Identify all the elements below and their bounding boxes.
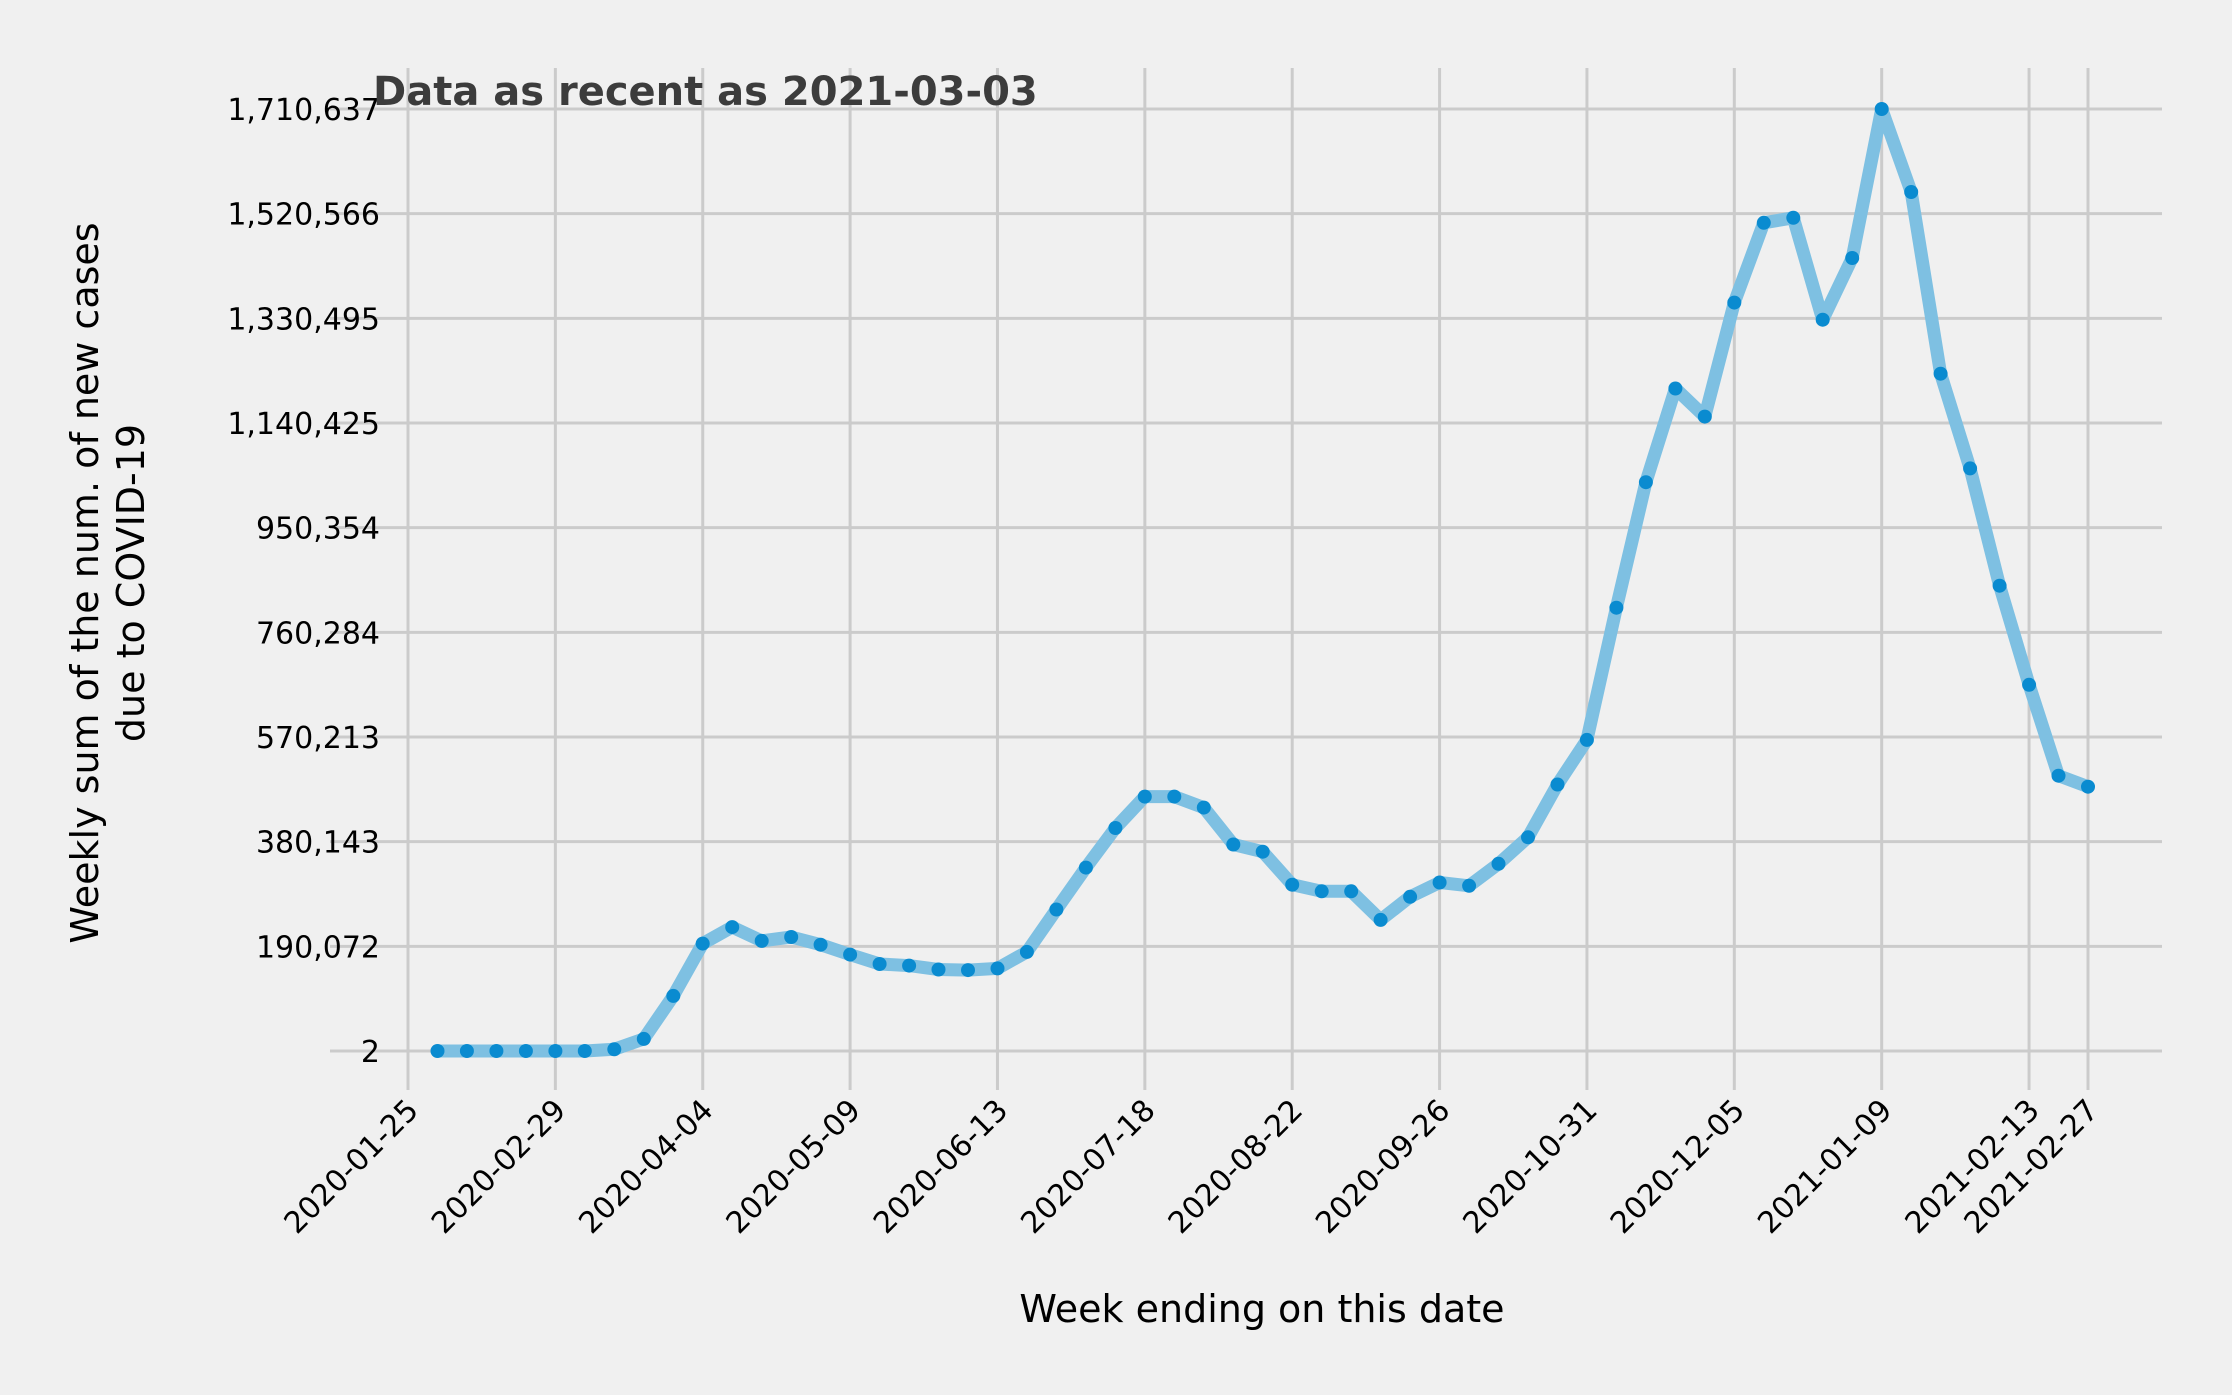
y-axis-label-line-1: Weekly sum of the num. of new cases xyxy=(63,222,107,943)
data-point xyxy=(1078,860,1093,875)
data-point xyxy=(1727,295,1742,310)
data-point xyxy=(725,920,740,935)
data-point xyxy=(607,1042,622,1057)
data-point xyxy=(1285,877,1300,892)
data-point xyxy=(784,930,799,944)
x-tick-label: 2020-07-18 xyxy=(1014,1093,1162,1241)
data-point xyxy=(1579,732,1594,747)
y-tick-labels: 2 190,072 380,143 570,213 760,284 950,354 1,14… xyxy=(227,93,380,1070)
data-point xyxy=(1373,912,1388,927)
y-axis-label: Weekly sum of the num. of new cases due … xyxy=(63,222,153,943)
series-cases xyxy=(430,102,2095,1058)
data-point xyxy=(1550,777,1565,792)
y-tick-label: 1,330,495 xyxy=(227,302,380,337)
x-tick-label: 2020-02-29 xyxy=(425,1093,573,1241)
data-point xyxy=(1167,789,1182,804)
data-point xyxy=(931,962,946,977)
x-tick-label: 2020-12-05 xyxy=(1604,1093,1752,1241)
x-tick-label: 2020-08-22 xyxy=(1162,1093,1310,1241)
data-point xyxy=(902,958,917,973)
data-point xyxy=(2022,677,2037,692)
data-point xyxy=(1255,844,1270,859)
data-point xyxy=(2081,779,2095,794)
data-point xyxy=(1049,902,1064,917)
data-point xyxy=(577,1044,592,1058)
data-point xyxy=(872,957,887,971)
data-point xyxy=(489,1044,504,1058)
y-tick-label: 2 xyxy=(361,1035,380,1070)
data-point xyxy=(1462,878,1477,893)
data-point xyxy=(754,933,769,948)
x-tick-labels: 2020-01-25 2020-02-29 2020-04-04 2020-05-09… xyxy=(278,1093,2106,1241)
data-point xyxy=(548,1044,563,1058)
y-tick-label: 950,354 xyxy=(256,512,380,547)
chart-annotation: Data as recent as 2021-03-03 xyxy=(373,69,1038,115)
y-tick-label: 190,072 xyxy=(256,930,380,965)
x-axis-label: Week ending on this date xyxy=(1019,1287,1504,1331)
data-point xyxy=(1845,251,1860,265)
data-point xyxy=(430,1044,445,1058)
data-point xyxy=(1432,875,1447,890)
x-tick-label: 2020-01-25 xyxy=(278,1093,426,1241)
data-point xyxy=(1521,830,1535,845)
x-tick-label: 2020-09-26 xyxy=(1309,1093,1457,1241)
data-point xyxy=(1609,600,1624,615)
data-point xyxy=(1196,800,1211,815)
x-tick-label: 2020-10-31 xyxy=(1457,1093,1605,1241)
series-line xyxy=(431,102,2095,1058)
data-point xyxy=(459,1044,474,1058)
data-point xyxy=(1815,312,1830,327)
data-point xyxy=(1019,944,1034,959)
data-point xyxy=(1314,884,1329,899)
data-point xyxy=(1344,884,1359,899)
data-point xyxy=(2051,768,2066,783)
x-gridlines xyxy=(406,68,2090,1090)
data-point xyxy=(813,937,828,952)
data-point xyxy=(695,936,710,951)
data-point xyxy=(1756,215,1771,230)
y-tick-label: 380,143 xyxy=(256,826,380,861)
data-point xyxy=(843,947,858,962)
y-tick-label: 1,140,425 xyxy=(227,407,380,442)
data-point xyxy=(1638,475,1653,490)
data-point xyxy=(1933,366,1948,381)
data-point xyxy=(1786,210,1801,225)
y-tick-label: 760,284 xyxy=(256,616,380,651)
data-point xyxy=(1137,789,1152,804)
data-point xyxy=(1904,185,1919,199)
y-tick-label: 1,710,637 xyxy=(227,93,380,128)
data-point xyxy=(1992,578,2007,593)
data-point xyxy=(990,961,1005,976)
data-point xyxy=(961,963,975,978)
y-axis-label-line-2: due to COVID-19 xyxy=(109,424,153,742)
data-point xyxy=(1874,102,1889,116)
data-point xyxy=(636,1031,651,1046)
data-point xyxy=(1668,381,1683,396)
y-tick-label: 1,520,566 xyxy=(227,198,380,233)
x-tick-label: 2021-01-09 xyxy=(1751,1093,1899,1241)
y-tick-label: 570,213 xyxy=(256,721,380,756)
data-point xyxy=(1491,856,1506,871)
data-point xyxy=(1108,821,1123,835)
x-tick-label: 2020-05-09 xyxy=(720,1093,868,1241)
data-point xyxy=(1226,837,1241,852)
data-point xyxy=(666,988,681,1003)
y-gridlines xyxy=(330,107,2162,1053)
x-tick-label: 2020-06-13 xyxy=(867,1093,1015,1241)
data-point xyxy=(1403,889,1418,904)
data-point xyxy=(1697,409,1712,424)
x-tick-label: 2020-04-04 xyxy=(572,1093,720,1241)
data-point xyxy=(1963,461,1978,476)
data-point xyxy=(518,1044,533,1058)
